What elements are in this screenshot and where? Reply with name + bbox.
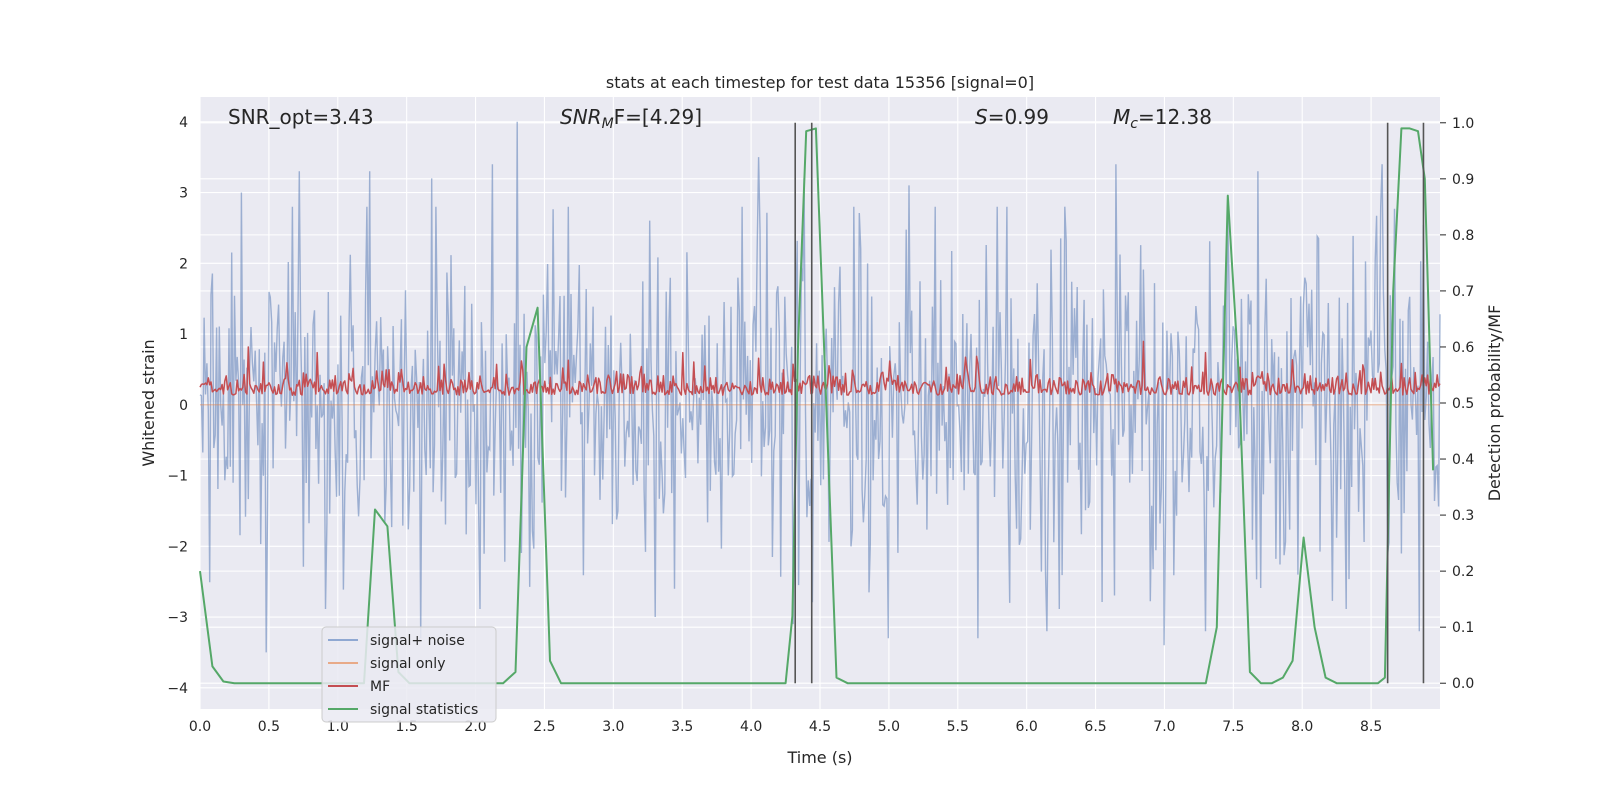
- y-tick-label: 1: [179, 327, 188, 343]
- x-tick-label: 8.5: [1360, 719, 1382, 735]
- x-tick-label: 1.0: [327, 719, 349, 735]
- vertical-markers: [794, 122, 1425, 684]
- x-tick-label: 0.5: [258, 719, 280, 735]
- x-tick-label: 6.5: [1084, 719, 1106, 735]
- chart-title: stats at each timestep for test data 153…: [606, 73, 1034, 92]
- x-tick-label: 0.0: [189, 719, 211, 735]
- x-tick-label: 3.5: [671, 719, 693, 735]
- legend-label-signal-only: signal only: [370, 656, 445, 672]
- x-tick-label: 5.5: [947, 719, 969, 735]
- y-right-tick-label: 1.0: [1452, 116, 1474, 132]
- x-axis-label: Time (s): [786, 748, 852, 767]
- y-right-tick-label: 0.0: [1452, 676, 1474, 692]
- y-right-tick-label: 0.2: [1452, 564, 1474, 580]
- y-right-tick-label: 0.7: [1452, 284, 1474, 300]
- x-tick-label: 7.5: [1222, 719, 1244, 735]
- x-tick-label: 4.0: [740, 719, 762, 735]
- y-tick-label: 4: [179, 115, 188, 131]
- x-tick-label: 8.0: [1291, 719, 1313, 735]
- x-tick-label: 2.5: [533, 719, 555, 735]
- snr-mf-annotation: SNRMF=[4.29]: [560, 105, 702, 132]
- x-tick-label: 4.5: [809, 719, 831, 735]
- legend-label-mf: MF: [370, 679, 390, 695]
- x-tick-label: 6.0: [1016, 719, 1038, 735]
- legend-label-signal-statistics: signal statistics: [370, 702, 478, 718]
- series-line-signal-noise: [199, 121, 1441, 653]
- y-right-tick-label: 0.5: [1452, 396, 1474, 412]
- y-right-tick-label: 0.8: [1452, 228, 1474, 244]
- snr-opt-annotation: SNR_opt=3.43: [228, 105, 374, 129]
- x-tick-label: 1.5: [396, 719, 418, 735]
- x-tick-label: 2.0: [464, 719, 486, 735]
- s-value: =0.99: [988, 105, 1049, 129]
- y-tick-label: 0: [179, 398, 188, 414]
- y-tick-label: −1: [167, 469, 188, 485]
- y-axis-label: Whitened strain: [139, 339, 158, 466]
- legend: signal+ noise signal only MF signal stat…: [321, 626, 497, 723]
- legend-box: [321, 626, 497, 723]
- mc-subscript: c: [1130, 116, 1138, 132]
- y-right-tick-label: 0.6: [1452, 340, 1474, 356]
- s-annotation: S=0.99: [975, 105, 1049, 129]
- snr-mf-value: F=[4.29]: [614, 105, 702, 129]
- mc-annotation: Mc=12.38: [1113, 105, 1212, 132]
- legend-label-signal-noise: signal+ noise: [370, 633, 465, 649]
- x-tick-label: 3.0: [602, 719, 624, 735]
- s-main: S: [975, 105, 988, 129]
- y-tick-label: −4: [167, 681, 188, 697]
- x-tick-label: 7.0: [1153, 719, 1175, 735]
- series-group: [199, 121, 1441, 685]
- y-tick-label: −2: [167, 539, 188, 555]
- y-right-tick-label: 0.3: [1452, 508, 1474, 524]
- y-tick-label: −3: [167, 610, 188, 626]
- x-tick-label: 5.0: [878, 719, 900, 735]
- snr-mf-subscript: M: [602, 116, 614, 132]
- y-right-tick-label: 0.1: [1452, 620, 1474, 636]
- y-right-tick-label: 0.9: [1452, 172, 1474, 188]
- y-axis-ticks: −4 −3 −2 −1 0 1 2 3 4: [167, 115, 188, 697]
- mc-value: =12.38: [1138, 105, 1212, 129]
- y-tick-label: 3: [179, 186, 188, 202]
- series-line-mf: [199, 340, 1441, 396]
- snr-mf-main: SNR: [560, 105, 602, 129]
- y-right-axis-label: Detection probability/MF: [1485, 305, 1504, 502]
- mc-main: M: [1113, 105, 1130, 129]
- x-axis-ticks: 0.0 0.5 1.0 1.5 2.0 2.5 3.0 3.5 4.0 4.5 5.0 5.5 6.0 6…: [189, 719, 1382, 735]
- series-line-signal-statistics: [199, 127, 1435, 685]
- y-right-axis-ticks: 0.0 0.1 0.2 0.3 0.4 0.5 0.6 0.7 0.8 0.9 1.0: [1440, 116, 1474, 692]
- y-tick-label: 2: [179, 256, 188, 272]
- y-right-tick-label: 0.4: [1452, 452, 1474, 468]
